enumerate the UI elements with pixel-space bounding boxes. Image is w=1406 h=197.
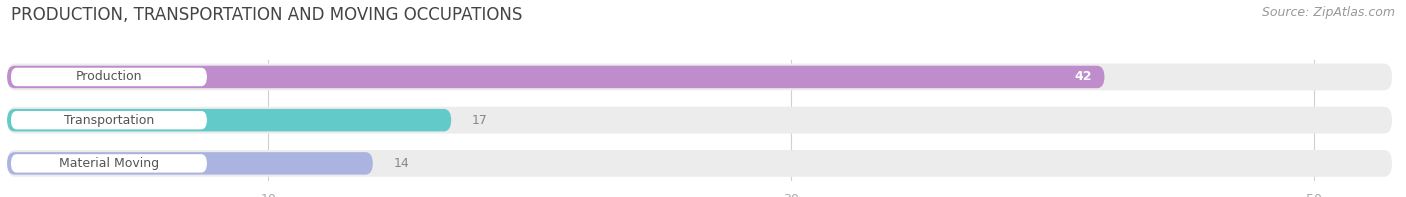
FancyBboxPatch shape	[7, 152, 373, 175]
Text: Production: Production	[76, 71, 142, 84]
FancyBboxPatch shape	[7, 66, 1105, 88]
FancyBboxPatch shape	[7, 109, 451, 131]
FancyBboxPatch shape	[11, 154, 207, 173]
Text: PRODUCTION, TRANSPORTATION AND MOVING OCCUPATIONS: PRODUCTION, TRANSPORTATION AND MOVING OC…	[11, 6, 523, 24]
Text: 17: 17	[472, 114, 488, 127]
Text: Source: ZipAtlas.com: Source: ZipAtlas.com	[1261, 6, 1395, 19]
Text: 42: 42	[1074, 71, 1091, 84]
FancyBboxPatch shape	[7, 64, 1392, 90]
Text: Material Moving: Material Moving	[59, 157, 159, 170]
Text: 14: 14	[394, 157, 409, 170]
FancyBboxPatch shape	[7, 107, 1392, 134]
FancyBboxPatch shape	[11, 111, 207, 129]
FancyBboxPatch shape	[7, 150, 1392, 177]
Text: Transportation: Transportation	[63, 114, 155, 127]
FancyBboxPatch shape	[11, 68, 207, 86]
